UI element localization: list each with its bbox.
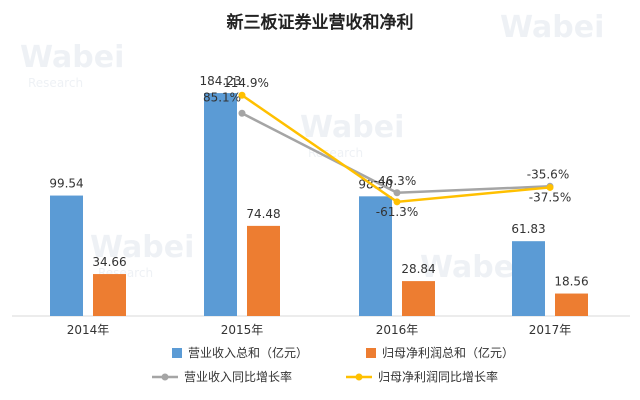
bar [247,225,280,316]
bar [50,195,83,316]
x-tick-label: 2014年 [67,323,110,337]
bar-data-label: 34.66 [92,255,126,269]
legend-marker [355,373,363,381]
x-tick-label: 2017年 [529,323,572,337]
series-point [393,198,401,206]
line-data-label: -35.6% [527,167,569,181]
legend-label: 归母净利润总和（亿元） [382,345,514,360]
line-data-label: -61.3% [376,205,418,219]
bar [555,293,588,316]
legend-swatch [172,348,182,358]
bar [402,281,435,316]
legend-swatch [366,348,376,358]
bar-data-label: 74.48 [246,207,280,221]
bar-data-label: 184.23 [200,74,242,88]
series-point [393,189,401,197]
legend-label: 营业收入总和（亿元） [188,345,308,360]
x-tick-label: 2016年 [376,323,419,337]
chart-title: 新三板证券业营收和净利 [226,13,414,33]
series-point [238,91,246,99]
x-tick-label: 2015年 [221,323,264,337]
bar-data-label: 28.84 [401,262,435,276]
legend-marker [161,373,169,381]
line-data-label: -46.3% [374,174,416,188]
bar [512,241,545,316]
bar [359,196,392,316]
legend-label: 归母净利润同比增长率 [378,369,498,384]
bar-data-label: 99.54 [49,177,83,191]
series-point [546,183,554,191]
series-point [238,109,246,117]
bar [204,93,237,317]
legend-label: 营业收入同比增长率 [184,369,292,384]
line-data-label: -37.5% [529,190,571,204]
bar [93,274,126,316]
bar-data-label: 18.56 [554,275,588,289]
line-data-label: 85.1% [203,90,241,104]
bar-data-label: 61.83 [511,222,545,236]
line-data-label: 114.9% [223,76,269,90]
